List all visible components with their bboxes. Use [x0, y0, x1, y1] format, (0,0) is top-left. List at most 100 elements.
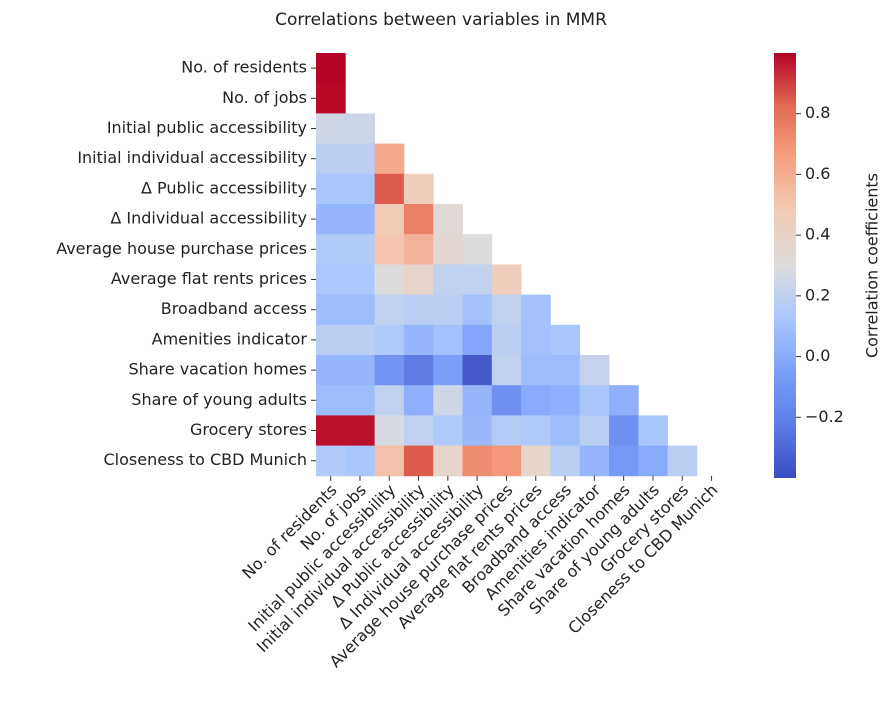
heatmap-cell: [345, 445, 375, 477]
heatmap-cell: [374, 415, 405, 446]
colorbar-tick-label: 0.6: [805, 164, 830, 183]
heatmap-cell: [345, 355, 375, 386]
heatmap-cell: [403, 324, 434, 356]
heatmap-cell: [609, 445, 639, 477]
heatmap-cell: [579, 445, 610, 477]
heatmap-cell: [491, 415, 522, 446]
heatmap-cell: [374, 234, 405, 265]
heatmap-cell: [433, 324, 463, 356]
heatmap-cell: [579, 385, 610, 416]
heatmap-cell: [579, 415, 610, 446]
heatmap-cell: [433, 264, 463, 295]
heatmap-cell: [345, 415, 375, 446]
heatmap-cell: [550, 415, 581, 446]
colorbar-tick-label: 0.4: [805, 225, 830, 244]
heatmap-cell: [403, 415, 434, 446]
heatmap-cell: [521, 324, 551, 356]
y-tick-label: Grocery stores: [190, 420, 307, 439]
heatmap-cell: [433, 415, 463, 446]
heatmap-cell: [345, 234, 375, 265]
heatmap-cell: [316, 173, 346, 205]
heatmap-cell: [374, 264, 405, 295]
y-tick-label: Average house purchase prices: [56, 239, 307, 258]
heatmap-cell: [609, 385, 639, 416]
heatmap-cell: [521, 415, 551, 446]
heatmap-cell: [433, 234, 463, 265]
heatmap-cell: [433, 355, 463, 386]
heatmap-cell: [316, 294, 346, 326]
heatmap-cell: [550, 324, 581, 356]
colorbar: [774, 53, 796, 478]
heatmap-cell: [316, 264, 346, 295]
heatmap-cell: [433, 294, 463, 326]
heatmap-cell: [374, 294, 405, 326]
heatmap-cell: [345, 173, 375, 205]
y-tick-label: Initial public accessibility: [107, 118, 307, 137]
heatmap-cell: [345, 143, 375, 175]
y-tick-label: Share of young adults: [131, 390, 307, 409]
heatmap-cell: [433, 204, 463, 235]
colorbar-tick-label: 0.2: [805, 285, 830, 304]
heatmap-cell: [403, 204, 434, 235]
heatmap-cell: [345, 113, 375, 144]
y-tick-label: Δ Public accessibility: [141, 178, 307, 197]
heatmap-cell: [521, 445, 551, 477]
heatmap-cell: [316, 385, 346, 416]
heatmap-cell: [403, 294, 434, 326]
y-tick-label: Closeness to CBD Munich: [104, 450, 308, 469]
heatmap-cell: [462, 445, 493, 477]
heatmap-cell: [550, 445, 581, 477]
heatmap-cell: [491, 294, 522, 326]
heatmap-cell: [316, 324, 346, 356]
heatmap-cell: [374, 324, 405, 356]
heatmap-cell: [609, 415, 639, 446]
heatmap-cell: [345, 264, 375, 295]
heatmap-cell: [491, 445, 522, 477]
heatmap-cell: [316, 445, 346, 477]
heatmap-cell: [433, 385, 463, 416]
heatmap-cell: [345, 294, 375, 326]
heatmap-cell: [491, 324, 522, 356]
heatmap-cell: [374, 385, 405, 416]
y-tick-label: Amenities indicator: [152, 329, 308, 348]
heatmap-cell: [316, 204, 346, 235]
y-tick-label: No. of residents: [181, 58, 307, 77]
heatmap-cell: [579, 355, 610, 386]
y-tick-label: Share vacation homes: [128, 360, 307, 379]
heatmap-cell: [462, 264, 493, 295]
heatmap-cell: [462, 415, 493, 446]
heatmap-cell: [433, 445, 463, 477]
chart-title: Correlations between variables in MMR: [275, 10, 607, 30]
heatmap-cell: [638, 415, 668, 446]
heatmap-cell: [345, 385, 375, 416]
heatmap-cell: [403, 234, 434, 265]
heatmap-cell: [316, 53, 346, 84]
colorbar-label: Correlation coefficients: [863, 173, 882, 358]
heatmap-cell: [491, 264, 522, 295]
heatmap-cell: [638, 445, 668, 477]
heatmap-cell: [316, 234, 346, 265]
heatmap-cell: [462, 294, 493, 326]
heatmap-cell: [345, 324, 375, 356]
heatmap-cell: [316, 415, 346, 446]
heatmap-cell: [462, 385, 493, 416]
heatmap-cell: [374, 204, 405, 235]
y-tick-label: No. of jobs: [222, 88, 307, 107]
heatmap-cell: [491, 385, 522, 416]
heatmap-cell: [316, 113, 346, 144]
y-tick-label: Average flat rents prices: [111, 269, 307, 288]
y-tick-label: Δ Individual accessibility: [110, 209, 307, 228]
heatmap-cell: [316, 355, 346, 386]
heatmap-cell: [374, 355, 405, 386]
heatmap-cell: [345, 204, 375, 235]
heatmap-cell: [316, 143, 346, 175]
heatmap-cell: [403, 355, 434, 386]
colorbar-tick-label: −0.2: [805, 407, 844, 426]
y-tick-label: Broadband access: [161, 299, 307, 318]
colorbar-tick-label: 0.0: [805, 346, 830, 365]
heatmap-cell: [403, 385, 434, 416]
heatmap-cell: [403, 445, 434, 477]
heatmap-cell: [521, 294, 551, 326]
heatmap-cell: [667, 445, 698, 477]
